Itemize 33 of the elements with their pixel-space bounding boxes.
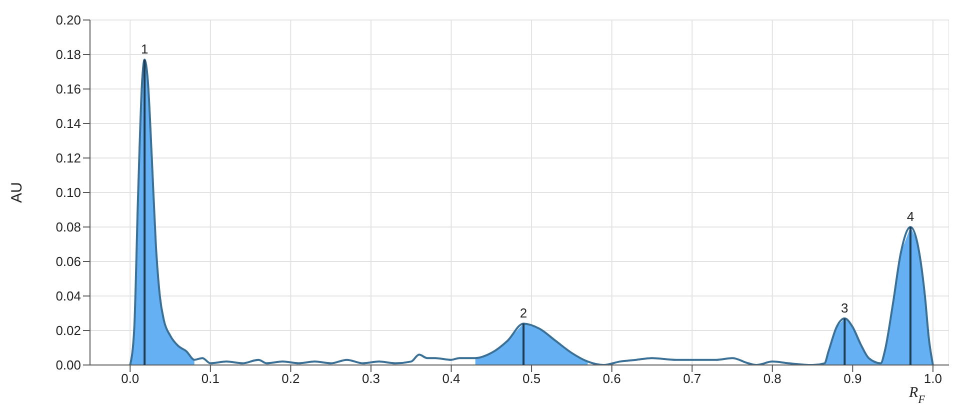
bar [522,324,525,365]
annotation: 1 [140,42,148,57]
y-axis-title: AU [8,182,26,203]
annotation: 4 [906,209,914,224]
y-tick-label: 0.00 [56,358,81,373]
y-tick-label: 0.06 [56,254,81,270]
annotation: 2 [520,306,528,321]
y-tick-label: 0.18 [56,47,81,62]
y-tick-label: 0.04 [56,288,81,304]
bar [909,227,912,365]
line-series [129,58,934,365]
annotation: 3 [841,300,848,316]
x-tick-label: 0.9 [844,371,862,386]
y-tick-label: 0.20 [56,12,81,28]
x-tick-label: 0.6 [602,371,621,386]
x-tick-label: 0.2 [282,371,300,386]
x-tick-label: 0.0 [121,371,140,386]
x-tick-label: 0.7 [683,371,702,386]
bar [144,60,146,365]
y-tick-label: 0.08 [56,220,81,235]
y-tick-label: 0.16 [56,82,81,97]
y-tick-label: 0.10 [56,185,81,200]
bar [844,318,846,365]
y-tick-label: 0.12 [56,150,81,166]
x-axis-title: R$_{F}$ [908,385,926,406]
x-tick-label: 0.4 [442,371,460,386]
x-tick-label: 0.8 [763,371,782,386]
x-tick-label: 1.0 [924,371,942,386]
x-tick-label: 0.5 [522,371,541,386]
x-tick-label: 0.3 [362,371,380,386]
y-tick-label: 0.02 [56,323,81,338]
y-tick-label: 0.14 [56,116,81,132]
x-tick-label: 0.1 [201,371,220,386]
